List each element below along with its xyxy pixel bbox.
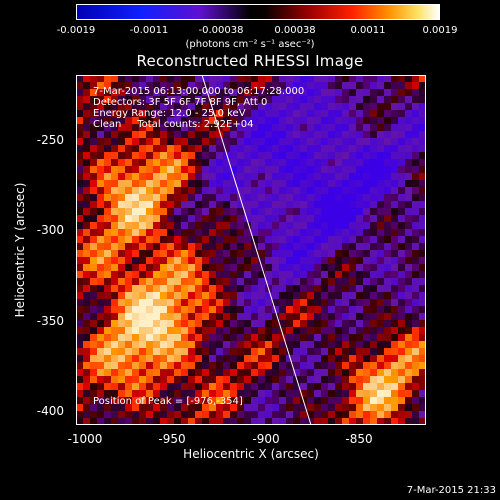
colorbar-tick-label: 0.0011 — [350, 25, 386, 36]
plot-timestamp: 7-Mar-2015 21:33 — [406, 485, 496, 496]
x-tick-label: -950 — [158, 432, 186, 446]
colorbar-tick-label: -0.00038 — [198, 25, 244, 36]
peak-position-text: Position of Peak = [-976,-354] — [93, 396, 243, 407]
x-tick-label: -850 — [345, 432, 373, 446]
clean-counts-text: Clean Total counts: 2.92E+04 — [93, 119, 254, 130]
solar-limb-line — [201, 75, 312, 425]
y-tick-label: -300 — [36, 223, 64, 237]
colorbar-units: (photons cm⁻² s⁻¹ asec⁻²) — [185, 39, 315, 50]
x-tick-label: -900 — [252, 432, 280, 446]
colorbar-tick-label: 0.0019 — [422, 25, 458, 36]
colorbar-tick-label: -0.0019 — [56, 25, 96, 36]
y-axis-label: Heliocentric Y (arcsec) — [13, 182, 27, 318]
y-tick-label: -400 — [36, 404, 64, 418]
colorbar-tick-label: 0.00038 — [274, 25, 316, 36]
time-range-text: 7-Mar-2015 06:13:00.000 to 06:17:28.000 — [93, 86, 305, 97]
rhessi-image — [76, 75, 426, 425]
y-tick-label: -350 — [36, 314, 64, 328]
x-tick-label: -1000 — [67, 432, 103, 446]
detectors-text: Detectors: 3F 5F 6F 7F 8F 9F, Att 0 — [93, 97, 268, 108]
image-title: Reconstructed RHESSI Image — [136, 52, 364, 70]
colorbar — [76, 4, 440, 20]
colorbar-tick-label: -0.0011 — [129, 25, 169, 36]
plot-frame — [76, 75, 426, 425]
x-axis-label: Heliocentric X (arcsec) — [183, 447, 319, 461]
y-tick-label: -250 — [36, 133, 64, 147]
energy-range-text: Energy Range: 12.0 - 25.0 keV — [93, 108, 246, 119]
